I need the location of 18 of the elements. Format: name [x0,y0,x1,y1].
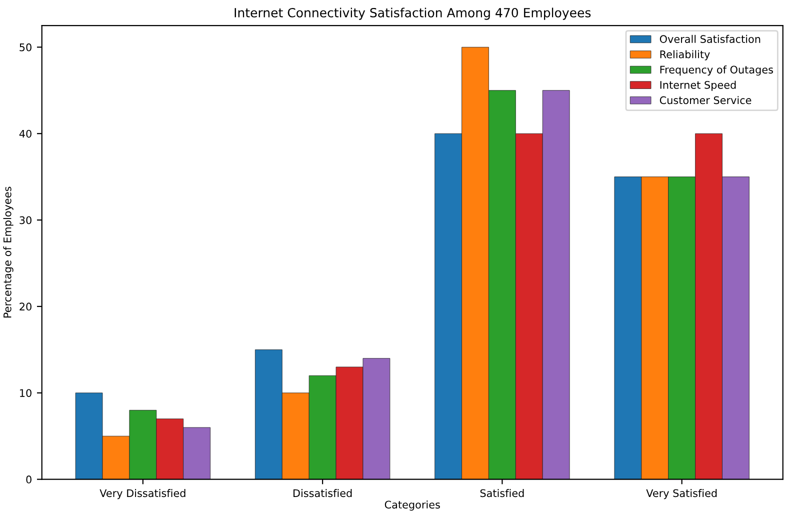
y-tick-label: 20 [20,302,32,311]
y-tick-label: 0 [26,476,32,484]
x-tick-label: Very Satisfied [646,489,717,500]
chart-title: Internet Connectivity Satisfaction Among 470 Employees [234,8,591,20]
y-axis-title: Percentage of Employees [3,186,14,318]
y-tick-label: 30 [20,216,32,224]
legend-label: Overall Satisfaction [660,34,760,43]
x-tick-label: Very Dissatisfied [100,489,186,500]
y-tick-label: 10 [20,389,32,397]
legend-label: Reliability [660,50,710,60]
x-tick-label: Satisfied [480,489,524,498]
y-tick-label: 40 [19,130,32,138]
y-tick-label: 50 [20,43,32,52]
legend-label: Frequency of Outages [660,66,774,76]
x-axis-title: Categories [384,500,440,511]
x-tick-label: Dissatisfied [294,489,352,498]
legend-label: Internet Speed [660,80,736,91]
legend-label: Customer Service [660,96,752,104]
